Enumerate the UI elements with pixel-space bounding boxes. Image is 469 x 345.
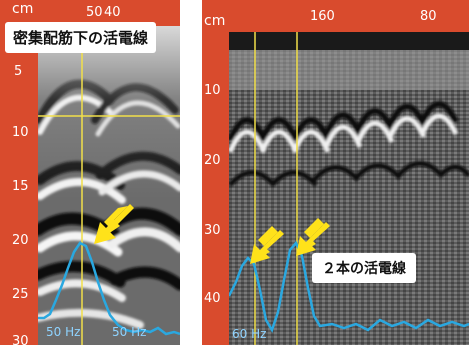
left-top-scale [0, 0, 180, 26]
left-depth-tick: 10 [12, 125, 29, 140]
right-freq-label: 60 Hz [232, 327, 267, 341]
right-top-label-1: 160 [310, 9, 335, 24]
left-top-label-1: 50 [86, 5, 103, 20]
right-caption: ２本の活電線 [312, 253, 416, 283]
right-unit-label: cm [204, 13, 226, 29]
right-arrow-icon [250, 226, 284, 264]
right-top-scale [202, 0, 469, 32]
left-caption: 密集配筋下の活電線 [5, 22, 157, 53]
right-radar-panel: cm 160 80 10 20 30 40 60 Hz [202, 0, 469, 345]
left-depth-tick: 5 [14, 64, 23, 79]
left-depth-tick: 25 [12, 287, 29, 302]
right-depth-tick: 20 [204, 153, 221, 168]
left-top-label-2: 40 [104, 5, 121, 20]
left-freq-label-1: 50 Hz [46, 325, 81, 339]
right-top-label-2: 80 [420, 9, 437, 24]
right-depth-tick: 30 [204, 223, 221, 238]
left-radar-panel: cm 50 40 5 10 15 20 25 30 50 Hz 50 Hz [0, 0, 180, 345]
right-depth-tick: 40 [204, 291, 221, 306]
left-depth-scale [0, 0, 38, 345]
left-unit-label: cm [12, 1, 34, 17]
right-depth-scale [202, 0, 229, 345]
left-depth-tick: 20 [12, 233, 29, 248]
right-radar-image [202, 0, 469, 345]
left-depth-tick: 15 [12, 179, 29, 194]
left-depth-tick: 30 [12, 334, 29, 345]
right-depth-tick: 10 [204, 83, 221, 98]
left-freq-label-2: 50 Hz [112, 325, 147, 339]
right-arrow-icon [296, 218, 330, 256]
